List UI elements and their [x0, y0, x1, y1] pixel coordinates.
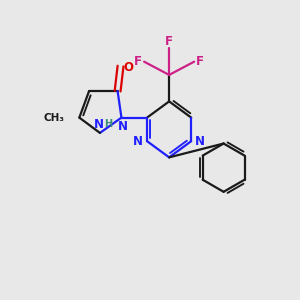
Text: O: O	[123, 61, 133, 74]
Text: CH₃: CH₃	[44, 112, 65, 123]
Text: F: F	[134, 55, 142, 68]
Text: N: N	[133, 135, 143, 148]
Text: F: F	[196, 55, 204, 68]
Text: F: F	[165, 34, 173, 48]
Text: N: N	[94, 118, 103, 130]
Text: H: H	[104, 119, 112, 129]
Text: N: N	[195, 135, 205, 148]
Text: N: N	[118, 120, 128, 133]
